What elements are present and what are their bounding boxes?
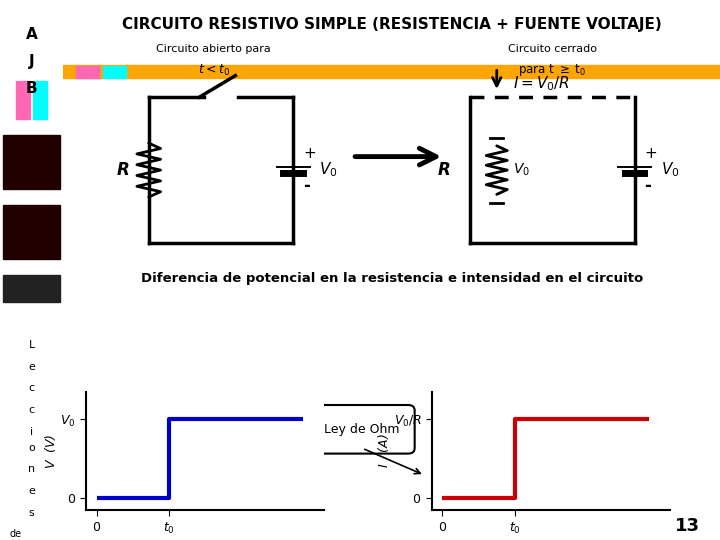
Bar [16, 81, 30, 119]
Bar [63, 65, 720, 78]
X-axis label: $t$ (s): $t$ (s) [538, 538, 564, 540]
Text: 13: 13 [675, 517, 701, 535]
FancyBboxPatch shape [310, 405, 415, 454]
Text: CIRCUITO RESISTIVO SIMPLE (RESISTENCIA + FUENTE VOLTAJE): CIRCUITO RESISTIVO SIMPLE (RESISTENCIA +… [122, 17, 662, 32]
Text: B: B [26, 81, 37, 96]
Text: de: de [10, 529, 22, 539]
Text: Circuito abierto para: Circuito abierto para [156, 44, 271, 53]
Bar [3, 205, 60, 259]
Text: $t < t_0$: $t < t_0$ [198, 63, 230, 78]
Text: s: s [29, 508, 35, 518]
Text: $V_0$: $V_0$ [320, 161, 338, 179]
Bar [103, 66, 126, 78]
Text: $I=V_0/R$: $I=V_0/R$ [513, 75, 570, 93]
Text: $V_0$: $V_0$ [513, 162, 530, 178]
Text: -: - [303, 177, 310, 195]
Text: i: i [30, 427, 33, 437]
Text: $V_0$: $V_0$ [661, 161, 680, 179]
Text: e: e [28, 486, 35, 496]
Text: c: c [29, 383, 35, 394]
Y-axis label: $I$   (A): $I$ (A) [376, 434, 391, 468]
Text: Diferencia de potencial en la resistencia e intensidad en el circuito: Diferencia de potencial en la resistenci… [140, 272, 643, 285]
Text: o: o [28, 443, 35, 453]
Text: L: L [29, 340, 35, 350]
Text: -: - [644, 177, 652, 195]
Text: Circuito cerrado: Circuito cerrado [508, 44, 597, 53]
Bar [3, 135, 60, 189]
Text: R: R [438, 161, 451, 179]
Text: J: J [29, 54, 35, 69]
Y-axis label: $V$  (V): $V$ (V) [42, 433, 58, 469]
Bar [76, 66, 99, 78]
Text: e: e [28, 362, 35, 372]
Text: n: n [28, 464, 35, 475]
Text: c: c [29, 405, 35, 415]
Text: +: + [644, 146, 657, 161]
Text: para t $\geq$ t$_0$: para t $\geq$ t$_0$ [518, 62, 587, 78]
Text: +: + [303, 146, 316, 161]
Bar [3, 275, 60, 302]
X-axis label: $t$ (s): $t$ (s) [192, 538, 218, 540]
Text: Ley de Ohm: Ley de Ohm [325, 423, 400, 436]
Bar [33, 81, 47, 119]
Text: A: A [26, 27, 37, 42]
Text: R: R [116, 161, 129, 179]
